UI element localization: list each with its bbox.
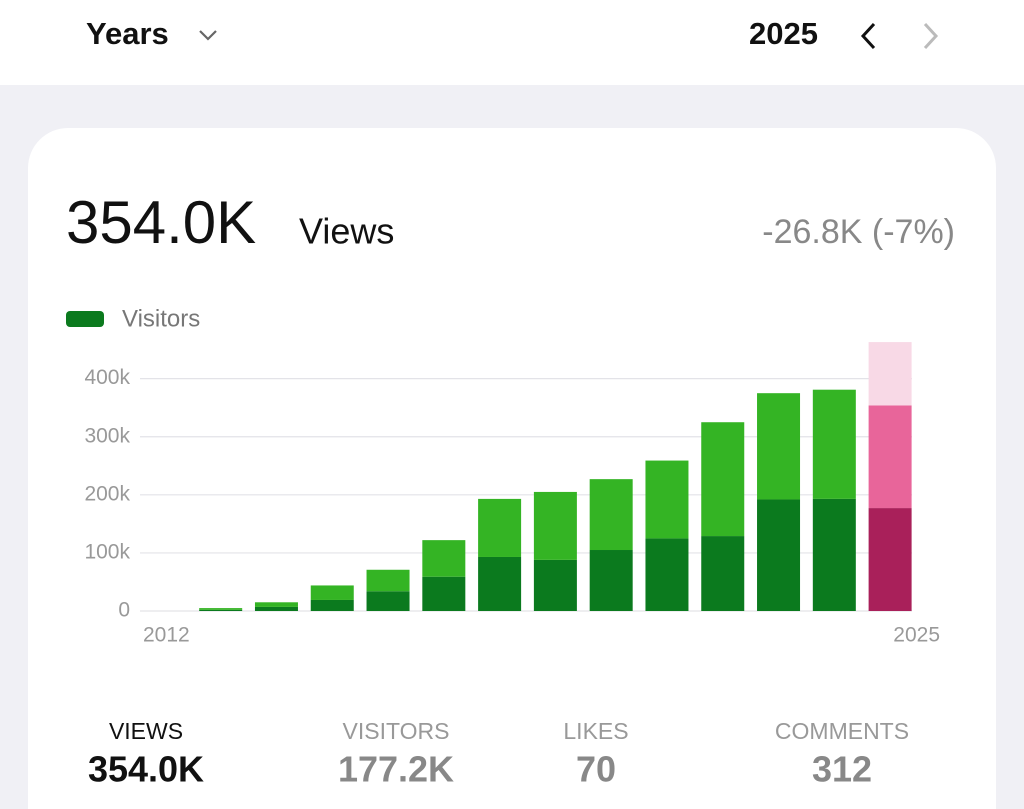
bar-segment (366, 569, 410, 592)
bar-segment (533, 491, 577, 560)
bar-segment (422, 540, 466, 577)
bar-segment (701, 422, 745, 537)
dropdown-icon[interactable] (199, 30, 217, 41)
stat-label: LIKES (563, 718, 628, 744)
stats-row: VIEWS 354.0K VISITORS 177.2K LIKES 70 COMMENTS… (88, 718, 909, 789)
y-tick-label: 300k (84, 424, 130, 447)
y-tick-label: 100k (84, 540, 130, 563)
bar-segment (199, 608, 243, 610)
period-dropdown[interactable]: Years (86, 16, 217, 51)
x-tick-label: 2025 (893, 624, 940, 647)
next-button[interactable] (923, 22, 939, 50)
bar-segment (757, 393, 801, 500)
prev-button[interactable] (860, 22, 876, 50)
bar-segment (812, 498, 856, 611)
bar-segment (478, 498, 522, 557)
summary-label: Views (299, 211, 394, 252)
top-bar (0, 0, 1024, 85)
bar-segment (366, 591, 410, 611)
bar-segment (868, 405, 912, 509)
legend-label: Visitors (122, 305, 200, 332)
stat-label: VIEWS (109, 718, 183, 744)
y-tick-label: 400k (84, 366, 130, 389)
card (28, 128, 996, 809)
bar-segment (812, 389, 856, 499)
x-tick-label: 2012 (143, 624, 190, 647)
period-label[interactable]: Years (86, 16, 169, 51)
year-label: 2025 (749, 16, 818, 51)
legend-swatch (66, 311, 104, 327)
bar-segment (757, 499, 801, 611)
stat-label: COMMENTS (775, 718, 909, 744)
stat-value: 312 (812, 749, 872, 790)
bar-segment (199, 609, 243, 611)
bar-segment (310, 585, 354, 600)
summary-change: -26.8K (-7%) (762, 213, 955, 251)
bar-segment (589, 479, 633, 551)
stat-label: VISITORS (343, 718, 450, 744)
bar-segment (589, 550, 633, 611)
bar-segment (422, 576, 466, 611)
bar-segment (478, 556, 522, 611)
bar-segment (254, 602, 298, 607)
bar-segment (254, 606, 298, 611)
bar-segment (533, 559, 577, 611)
bar-segment (701, 536, 745, 611)
stat-value: 177.2K (338, 749, 454, 790)
y-tick-label: 0 (118, 599, 130, 622)
chart: Visitors 0 100k 200k 300k 400k 2012 2025 (66, 305, 940, 647)
bar-segment (310, 599, 354, 611)
stat-value: 70 (576, 749, 616, 790)
bar-segment (868, 342, 912, 406)
stat-value: 354.0K (88, 749, 204, 790)
y-tick-label: 200k (84, 482, 130, 505)
summary-value: 354.0K (66, 189, 256, 256)
bar-segment (868, 508, 912, 611)
bar-segment (645, 460, 689, 539)
bar-segment (645, 538, 689, 611)
